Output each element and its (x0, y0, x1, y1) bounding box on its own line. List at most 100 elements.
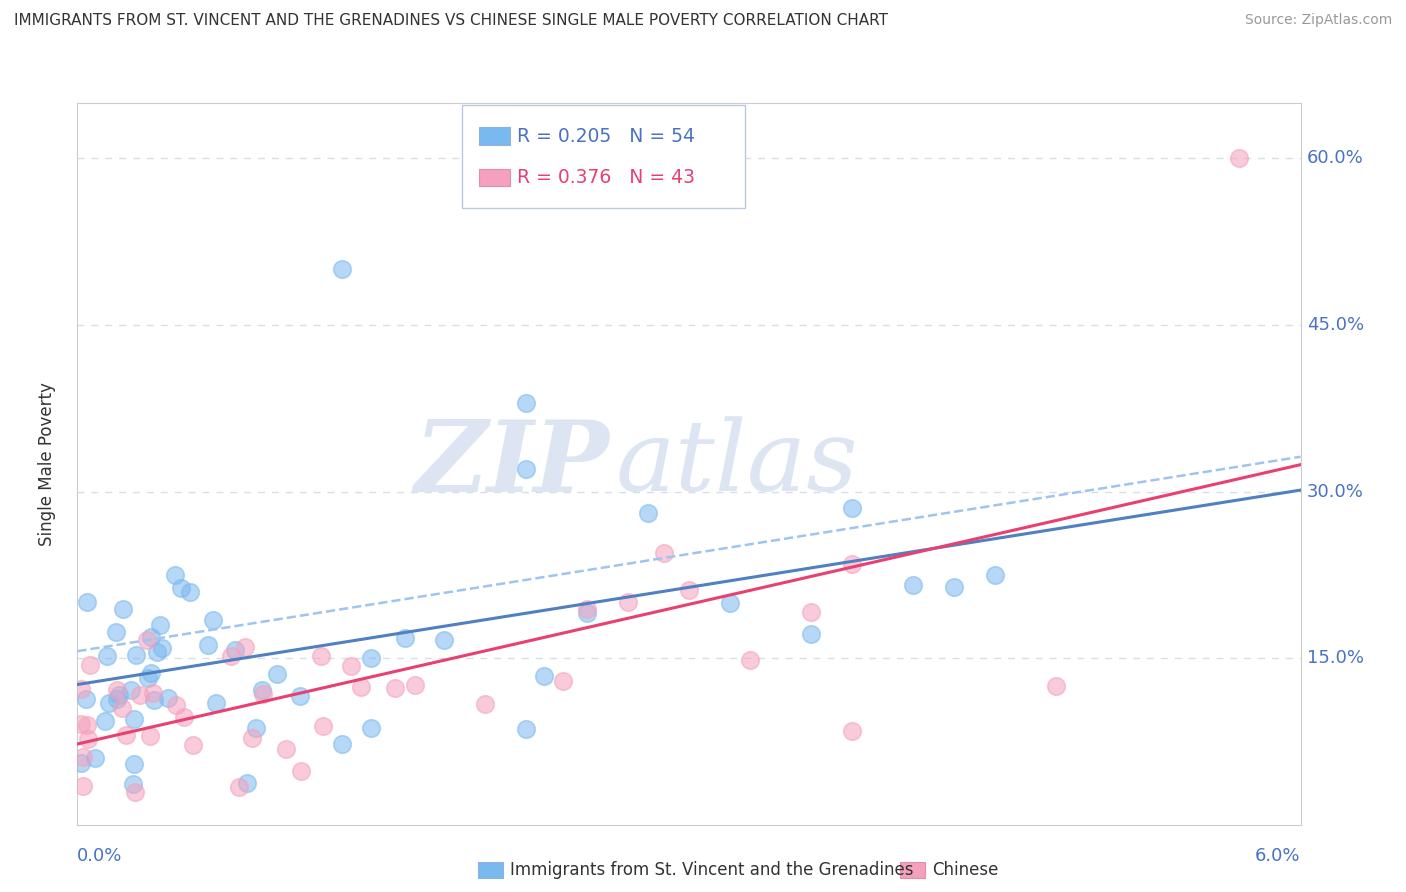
Text: 30.0%: 30.0% (1306, 483, 1364, 500)
Point (136, 671, 159, 685)
Point (332, 737, 354, 751)
Point (129, 688, 152, 702)
Point (800, 627, 823, 641)
Point (224, 642, 246, 657)
Point (433, 632, 456, 647)
Point (105, 692, 128, 706)
Text: IMMIGRANTS FROM ST. VINCENT AND THE GRENADINES VS CHINESE SINGLE MALE POVERTY CO: IMMIGRANTS FROM ST. VINCENT AND THE GREN… (14, 13, 889, 29)
Text: atlas: atlas (616, 417, 858, 511)
Point (72, 750, 94, 764)
Point (77, 731, 100, 746)
Point (197, 638, 219, 652)
Point (205, 696, 228, 710)
Point (70, 717, 93, 731)
Point (70, 756, 93, 770)
Point (332, 262, 354, 277)
Point (122, 712, 145, 726)
Point (79, 657, 101, 672)
Point (252, 683, 274, 698)
Point (384, 681, 406, 695)
Text: 60.0%: 60.0% (1306, 149, 1364, 167)
Point (142, 686, 165, 700)
Text: 15.0%: 15.0% (1306, 649, 1364, 667)
Point (576, 606, 599, 620)
Point (252, 687, 274, 701)
Point (107, 682, 129, 697)
Point (112, 602, 135, 616)
Point (616, 595, 638, 609)
Point (94, 714, 117, 729)
Point (841, 500, 863, 515)
Point (533, 669, 555, 683)
Point (156, 690, 179, 705)
Point (72, 779, 94, 793)
Point (76, 594, 98, 608)
Point (290, 764, 312, 778)
Point (394, 631, 416, 645)
Point (138, 729, 160, 743)
Point (143, 692, 166, 706)
Point (125, 648, 148, 663)
Point (150, 640, 173, 655)
Point (276, 742, 298, 756)
Point (404, 677, 426, 691)
Point (165, 698, 187, 712)
Point (240, 731, 263, 746)
Point (515, 722, 537, 736)
Text: Immigrants from St. Vincent and the Grenadines: Immigrants from St. Vincent and the Gren… (510, 861, 914, 879)
Point (360, 650, 382, 665)
Point (1229, 151, 1251, 165)
Point (800, 606, 823, 620)
Text: R = 0.205   N = 54: R = 0.205 N = 54 (516, 127, 695, 145)
Point (149, 617, 172, 632)
Point (474, 697, 496, 711)
Point (124, 785, 146, 799)
Point (170, 581, 193, 595)
Point (309, 648, 332, 663)
Point (288, 689, 311, 703)
Point (841, 723, 863, 738)
Point (145, 645, 167, 659)
Point (266, 667, 288, 681)
Point (576, 601, 599, 615)
Point (173, 710, 195, 724)
Point (139, 630, 162, 644)
Text: 45.0%: 45.0% (1306, 316, 1364, 334)
Point (236, 776, 259, 790)
Point (637, 506, 659, 520)
Text: Chinese: Chinese (932, 861, 998, 879)
Point (943, 580, 966, 594)
Text: Single Male Poverty: Single Male Poverty (38, 382, 56, 546)
Point (104, 625, 127, 640)
Point (76, 717, 98, 731)
Point (136, 632, 159, 647)
Point (903, 578, 925, 592)
Text: ZIP: ZIP (415, 416, 609, 512)
Point (122, 777, 145, 791)
Point (652, 546, 675, 560)
Point (515, 462, 537, 476)
Point (108, 688, 131, 702)
Point (984, 568, 1007, 582)
Point (339, 658, 361, 673)
Point (96, 649, 118, 664)
Point (360, 721, 382, 735)
Point (114, 728, 136, 742)
Point (163, 568, 186, 582)
Point (98, 696, 121, 710)
Text: 6.0%: 6.0% (1256, 847, 1301, 864)
Point (228, 780, 250, 794)
Point (515, 395, 537, 409)
Point (70, 681, 93, 696)
Point (245, 721, 267, 735)
Point (110, 701, 132, 715)
Point (120, 683, 142, 698)
Point (311, 719, 333, 733)
Point (201, 613, 224, 627)
Point (678, 582, 700, 597)
Text: R = 0.376   N = 43: R = 0.376 N = 43 (516, 168, 695, 187)
Point (183, 738, 205, 752)
Point (233, 640, 256, 654)
Point (75, 692, 97, 706)
Point (124, 756, 146, 771)
